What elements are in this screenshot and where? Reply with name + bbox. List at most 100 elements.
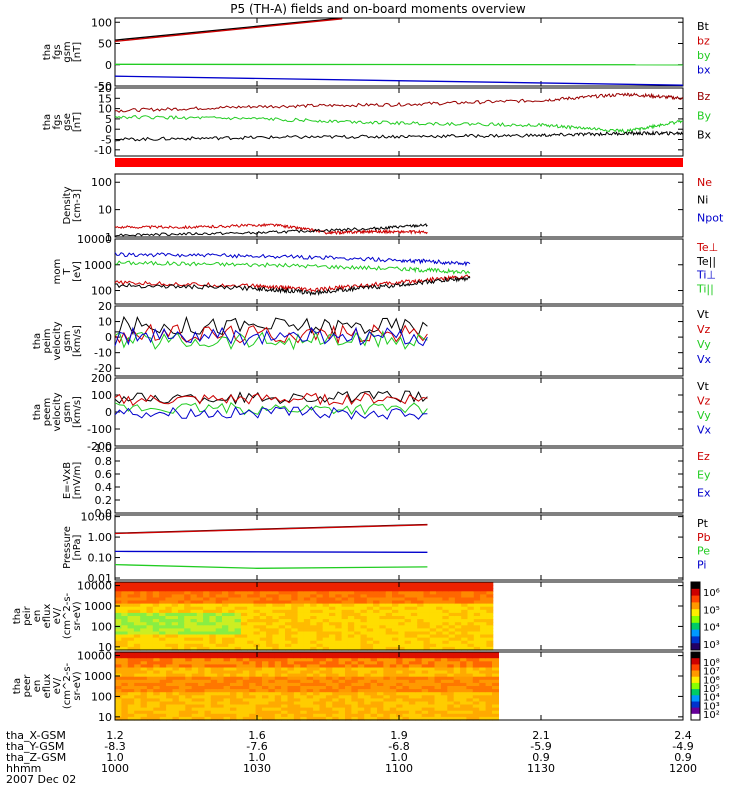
spectrogram-cell bbox=[322, 609, 330, 614]
series-Ti-line bbox=[114, 260, 471, 275]
spectrogram-cell bbox=[332, 686, 340, 690]
spectrogram-cell bbox=[171, 600, 179, 605]
spectrogram-cell bbox=[410, 603, 418, 608]
spectrogram-cell bbox=[448, 582, 456, 586]
spectrogram-cell bbox=[146, 716, 154, 721]
y-axis-label: en bbox=[32, 610, 43, 623]
spectrogram-cell bbox=[190, 600, 198, 605]
spectrogram-cell bbox=[159, 695, 167, 699]
spectrogram-cell bbox=[357, 710, 365, 715]
spectrogram-cell bbox=[247, 619, 255, 623]
spectrogram-cell bbox=[249, 698, 257, 703]
spectrogram-cell bbox=[396, 667, 404, 672]
spectrogram-cell bbox=[140, 591, 148, 595]
spectrogram-cell bbox=[460, 692, 468, 696]
spectrogram-cell bbox=[454, 603, 462, 608]
spectrogram-cell bbox=[262, 682, 269, 687]
spectrogram-cell bbox=[127, 597, 135, 602]
spectrogram-cell bbox=[300, 673, 308, 678]
spectrogram-cell bbox=[115, 612, 122, 617]
legend-label: Ez bbox=[697, 450, 710, 463]
series-Pi-line bbox=[114, 550, 428, 553]
spectrogram-cell bbox=[134, 692, 142, 696]
spectrogram-cell bbox=[223, 713, 231, 718]
spectrogram-cell bbox=[236, 692, 244, 696]
spectrogram-cell bbox=[259, 628, 267, 633]
spectrogram-cell bbox=[209, 628, 217, 633]
spectrogram-cell bbox=[121, 603, 129, 608]
spectrogram-cell bbox=[262, 716, 269, 721]
spectrogram-cell bbox=[146, 695, 154, 699]
spectrogram-cell bbox=[347, 612, 355, 617]
spectrogram-cell bbox=[115, 655, 122, 659]
spectrogram-cell bbox=[377, 716, 384, 721]
spectrogram-cell bbox=[398, 619, 406, 623]
y-tick-label: 50 bbox=[98, 38, 112, 51]
spectrogram-cell bbox=[259, 637, 267, 642]
spectrogram-cell bbox=[268, 701, 276, 706]
spectrogram-cell bbox=[217, 698, 225, 703]
spectrogram-cell bbox=[421, 655, 429, 659]
spectrogram-cell bbox=[434, 698, 442, 703]
red-separator-bar bbox=[115, 158, 683, 167]
spectrogram-cell bbox=[209, 634, 217, 639]
spectrogram-cell bbox=[121, 591, 129, 595]
spectrogram-cell bbox=[215, 603, 223, 608]
spectrogram-cell bbox=[165, 588, 173, 592]
y-axis-label: fgs bbox=[52, 114, 63, 129]
spectrogram-cell bbox=[272, 600, 280, 605]
spectrogram-cell bbox=[366, 616, 374, 620]
spectrogram-cell bbox=[325, 682, 333, 687]
spectrogram-cell bbox=[466, 698, 474, 703]
spectrogram-cell bbox=[402, 710, 410, 715]
spectrogram-cell bbox=[121, 670, 129, 675]
spectrogram-cell bbox=[209, 612, 217, 617]
spectrogram-cell bbox=[297, 591, 305, 595]
spectrogram-cell bbox=[338, 670, 346, 675]
spectrogram-cell bbox=[297, 646, 305, 651]
spectrogram-cell bbox=[255, 667, 263, 672]
spectrogram-cell bbox=[287, 716, 295, 721]
spectrogram-cell bbox=[303, 588, 311, 592]
spectrogram-cell bbox=[453, 655, 461, 659]
spectrogram-cell bbox=[429, 628, 437, 633]
spectrogram-cell bbox=[259, 622, 267, 626]
spectrogram-cell bbox=[228, 588, 236, 592]
spectrogram-cell bbox=[293, 713, 301, 718]
spectrogram-cell bbox=[140, 716, 148, 721]
spectrogram-cell bbox=[461, 640, 469, 645]
spectrogram-cell bbox=[351, 716, 359, 721]
spectrogram-cell bbox=[466, 679, 474, 684]
spectrogram-cell bbox=[127, 676, 135, 681]
spectrogram-cell bbox=[140, 646, 148, 651]
spectrogram-cell bbox=[440, 667, 448, 672]
spectrogram-cell bbox=[185, 713, 193, 718]
spectrogram-cell bbox=[417, 637, 425, 642]
spectrogram-cell bbox=[297, 643, 305, 648]
spectrogram-cell bbox=[492, 686, 499, 690]
spectrogram-cell bbox=[473, 643, 481, 648]
spectrogram-cell bbox=[210, 695, 218, 699]
spectrogram-cell bbox=[467, 612, 475, 617]
spectrogram-cell bbox=[442, 585, 450, 589]
spectrogram-cell bbox=[300, 676, 308, 681]
spectrogram-cell bbox=[453, 701, 461, 706]
spectrogram-cell bbox=[351, 701, 359, 706]
spectrogram-cell bbox=[332, 655, 340, 659]
spectrogram-cell bbox=[178, 670, 186, 675]
spectrogram-cell bbox=[485, 695, 493, 699]
spectrogram-cell bbox=[115, 600, 122, 605]
spectrogram-cell bbox=[417, 640, 425, 645]
y-axis-label: [cm-3] bbox=[72, 189, 83, 222]
x-axis-tick-value: 1.0 bbox=[390, 751, 408, 764]
spectrogram-cell bbox=[272, 585, 280, 589]
spectrogram-cell bbox=[210, 713, 218, 718]
spectrogram-cell bbox=[319, 670, 327, 675]
colorbar-swatch bbox=[691, 629, 700, 637]
spectrogram-cell bbox=[428, 655, 436, 659]
spectrogram-cell bbox=[366, 631, 374, 636]
spectrogram-cell bbox=[293, 692, 301, 696]
series-Ti-line bbox=[114, 252, 471, 267]
spectrogram-cell bbox=[492, 698, 499, 703]
spectrogram-cell bbox=[172, 701, 180, 706]
